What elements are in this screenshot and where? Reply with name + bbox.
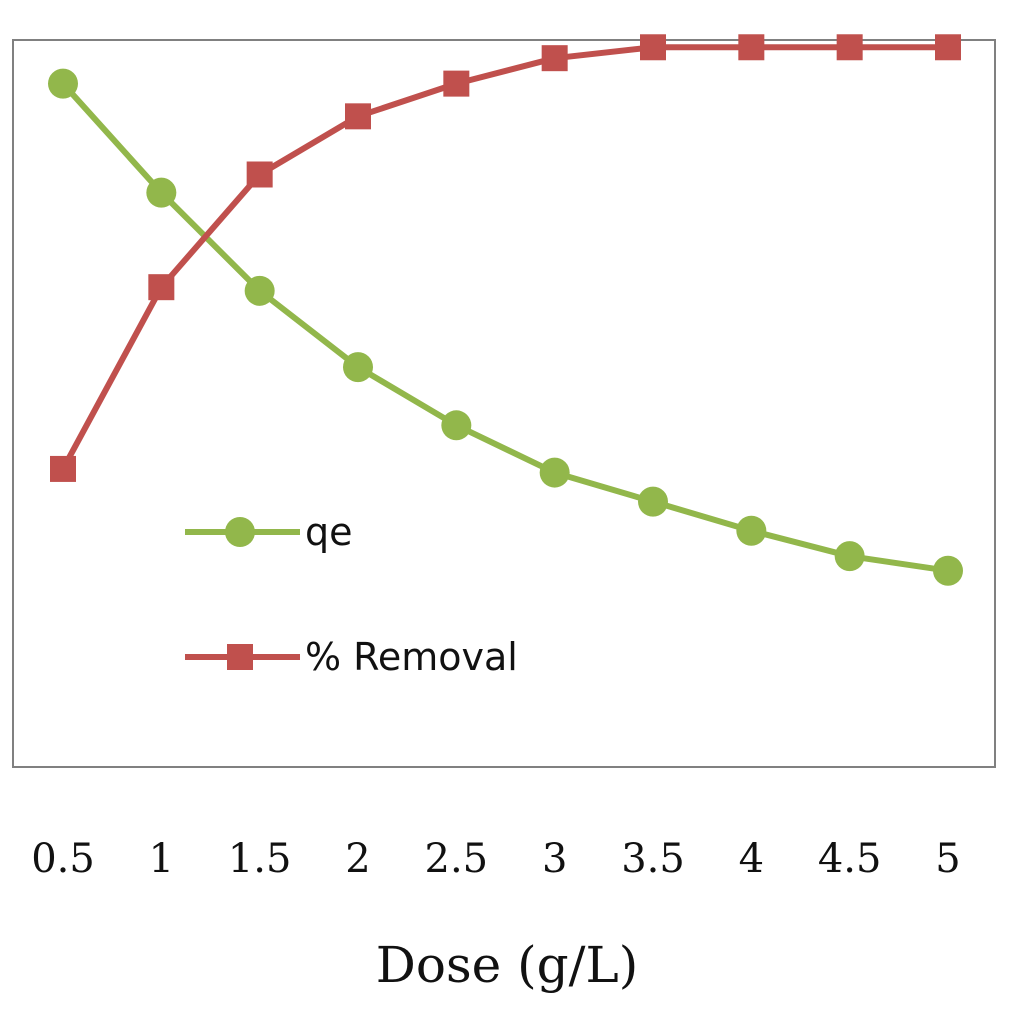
legend-label-qe: qe [305, 510, 353, 554]
legend-marker-removal [227, 644, 253, 670]
x-tick-label: 4 [739, 836, 764, 882]
data-point-removal [640, 34, 666, 61]
series-line-qe [60, 80, 951, 574]
data-point-qe [244, 275, 275, 306]
data-point-qe [441, 410, 472, 441]
x-tick-label: 5 [935, 836, 960, 882]
legend: qe % Removal [185, 510, 518, 679]
data-point-removal [50, 455, 76, 482]
x-tick-label: 3.5 [621, 836, 685, 882]
series-line-removal [60, 44, 951, 472]
data-point-qe [736, 515, 767, 546]
data-point-qe [638, 486, 668, 517]
data-point-removal [836, 34, 863, 61]
x-tick-label: 2 [345, 836, 370, 882]
legend-marker-qe [225, 517, 255, 547]
x-tick-label: 1.5 [228, 836, 292, 882]
x-axis-title: Dose (g/L) [376, 936, 638, 994]
x-tick-label: 1 [149, 836, 174, 882]
x-tick-label: 3 [542, 836, 567, 882]
data-point-removal [935, 34, 961, 61]
x-tick-labels: 0.5 1 1.5 2 2.5 3 3.5 4 4.5 5 [31, 836, 961, 882]
x-tick-label: 4.5 [818, 836, 882, 882]
x-tick-label: 2.5 [425, 836, 489, 882]
data-point-qe [539, 457, 570, 488]
series-layer [48, 34, 963, 586]
data-point-removal [443, 70, 470, 97]
data-point-removal [738, 34, 765, 61]
data-point-removal [246, 161, 273, 188]
data-point-qe [834, 541, 865, 572]
plot-frame [12, 39, 996, 768]
legend-label-removal: % Removal [305, 635, 518, 679]
data-point-removal [148, 274, 175, 301]
data-point-qe [48, 68, 78, 99]
data-point-qe [343, 352, 373, 383]
data-point-qe [933, 555, 963, 586]
data-point-qe [146, 177, 177, 208]
data-point-removal [345, 103, 371, 130]
data-point-removal [541, 45, 568, 72]
x-tick-label: 0.5 [31, 836, 95, 882]
